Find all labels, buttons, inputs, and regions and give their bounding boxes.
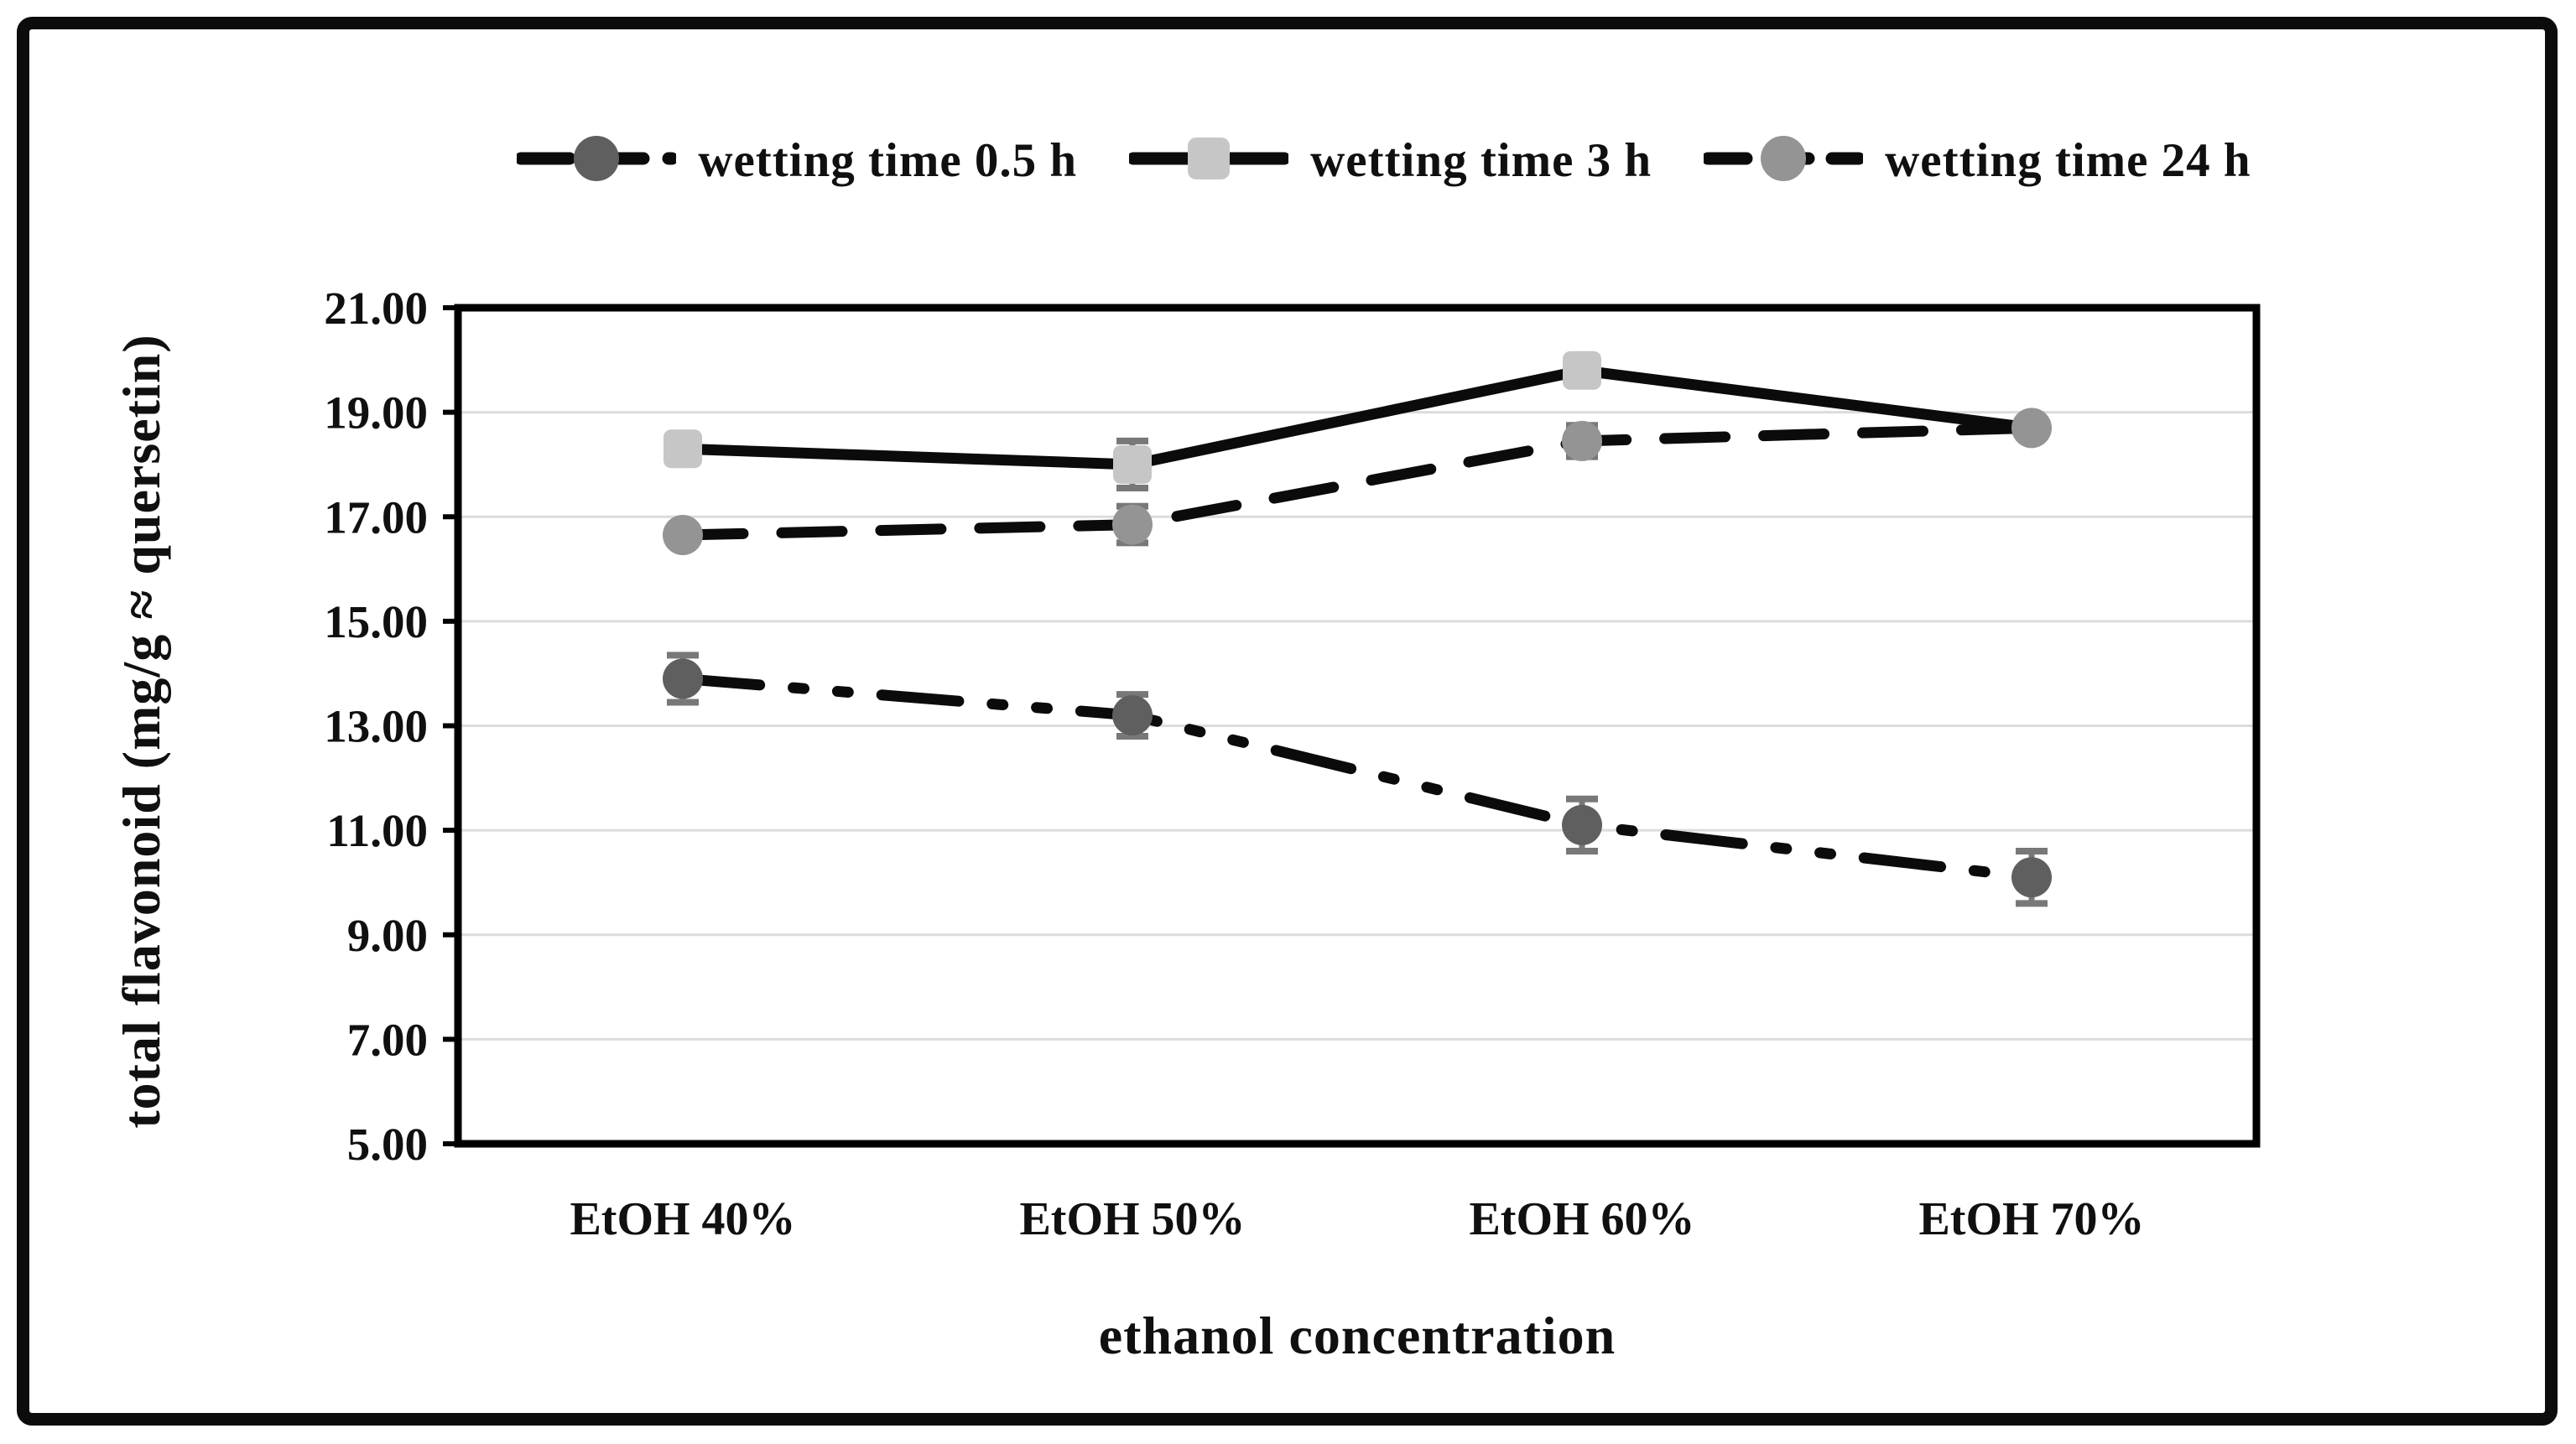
y-tick-label: 11.00 xyxy=(326,805,428,856)
data-point-circle xyxy=(663,658,703,699)
y-tick-label: 13.00 xyxy=(324,701,428,752)
legend-label: wetting time 0.5 h xyxy=(698,133,1078,187)
series-line-solid xyxy=(677,365,2037,470)
data-point-square xyxy=(1563,351,1601,390)
plot-frame xyxy=(454,304,2261,1148)
legend-label: wetting time 24 h xyxy=(1885,133,2251,187)
y-tick-label: 19.00 xyxy=(324,387,428,439)
legend-line-marker-sample xyxy=(514,130,679,191)
data-point-square xyxy=(1113,444,1152,484)
legend-label: wetting time 3 h xyxy=(1310,133,1652,187)
data-point-circle xyxy=(663,515,703,556)
legend-item-wetting-time-3h: wetting time 3 h xyxy=(1127,130,1652,191)
circle-marker-icon xyxy=(514,135,679,181)
legend-marker-sample xyxy=(1761,135,1807,181)
legend-line-marker-sample xyxy=(1127,130,1291,191)
legend-item-wetting-time-24h: wetting time 24 h xyxy=(1701,130,2251,191)
legend: wetting time 0.5 h wetting time 3 h wett… xyxy=(419,106,2349,215)
x-tick-label: EtOH 70% xyxy=(1918,1193,2144,1245)
legend-line-marker-sample xyxy=(1701,130,1866,191)
circle-marker-icon xyxy=(1701,135,1866,181)
series-line-dash-dot-dot xyxy=(677,673,2037,883)
legend-item-wetting-time-0-5h: wetting time 0.5 h xyxy=(514,130,1078,191)
y-tick-label: 21.00 xyxy=(324,283,428,334)
x-tick-label: EtOH 60% xyxy=(1469,1193,1694,1245)
y-tick-label: 5.00 xyxy=(347,1119,428,1170)
square-marker-icon xyxy=(1127,137,1291,179)
x-axis-title: ethanol concentration xyxy=(1098,1306,1616,1365)
y-tick-label: 15.00 xyxy=(324,596,428,647)
y-tick-label: 9.00 xyxy=(347,910,428,961)
legend-marker-sample xyxy=(1188,137,1231,179)
x-tick-label: EtOH 50% xyxy=(1019,1193,1245,1245)
x-tick-label: EtOH 40% xyxy=(570,1193,795,1245)
data-point-circle xyxy=(1562,420,1602,461)
data-point-circle xyxy=(1562,804,1602,845)
y-tick-label: 17.00 xyxy=(324,491,428,543)
data-point-circle xyxy=(1112,695,1153,736)
series-line-dash xyxy=(677,422,2037,541)
data-point-circle xyxy=(2011,408,2052,449)
data-point-circle xyxy=(1112,504,1153,545)
legend-marker-sample xyxy=(574,135,620,181)
data-point-square xyxy=(664,429,702,469)
y-tick-label: 7.00 xyxy=(347,1014,428,1065)
data-point-circle xyxy=(2011,857,2052,898)
